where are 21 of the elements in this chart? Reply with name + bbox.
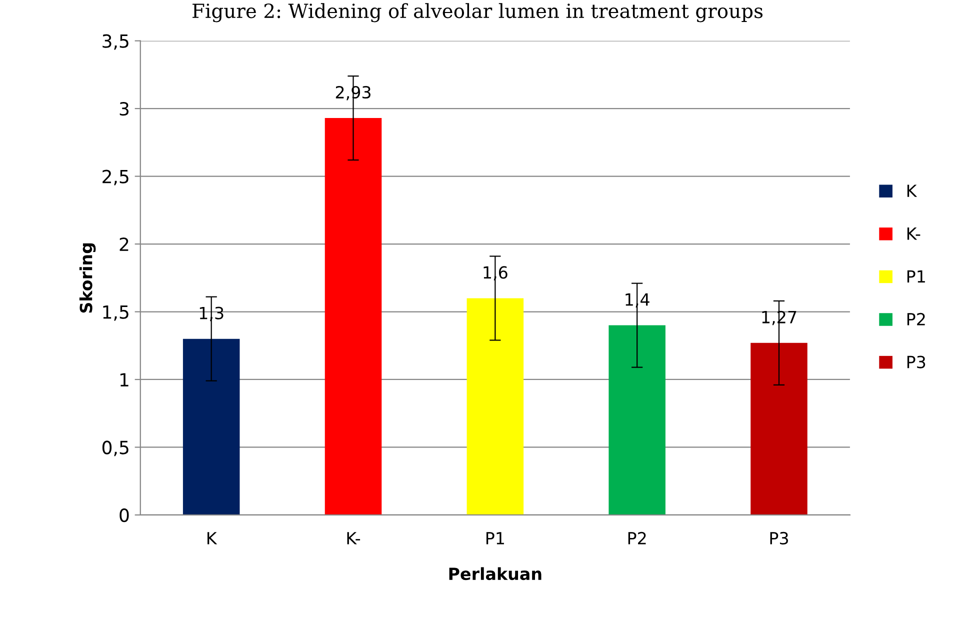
- legend-label: K-: [907, 228, 920, 240]
- y-tick-label: 2: [120, 237, 128, 251]
- y-tick-label: 2,5: [102, 170, 128, 186]
- x-tick-label: P2: [628, 532, 646, 544]
- y-tick-label: 3,5: [102, 34, 128, 50]
- x-tick-label: P3: [770, 532, 788, 545]
- legend-label: P2: [907, 312, 925, 326]
- x-tick-label: P1: [486, 532, 504, 544]
- legend-label: P1: [907, 270, 925, 282]
- y-tick-label: 1,5: [103, 305, 128, 321]
- y-tick-label: 1: [120, 373, 128, 386]
- chart-title: Figure 2: Widening of alveolar lumen in treatment groups: [192, 3, 763, 22]
- legend-label: K: [907, 184, 918, 197]
- y-axis-title: Skoring: [79, 243, 96, 313]
- x-tick-label: K-: [347, 532, 360, 544]
- x-tick-label: K: [208, 532, 218, 544]
- y-tick-label: 3: [120, 102, 129, 116]
- y-tick-label: 0,5: [102, 440, 128, 456]
- x-axis-title: Perlakuan: [449, 567, 542, 580]
- legend-label: P3: [907, 356, 926, 368]
- y-tick-label: 0: [120, 508, 129, 522]
